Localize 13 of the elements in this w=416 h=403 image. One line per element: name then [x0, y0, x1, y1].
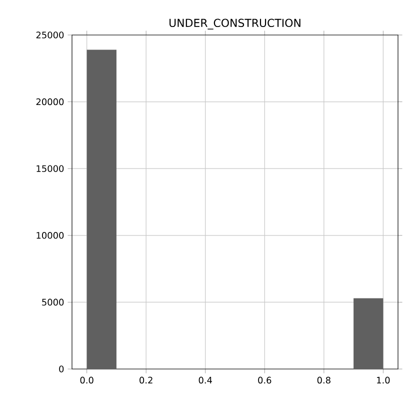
y-tick-label: 20000: [36, 98, 64, 106]
y-tick-label: 0: [59, 366, 64, 372]
x-tick-label: 0.4: [198, 376, 212, 384]
y-tick-label: 5000: [42, 298, 64, 306]
chart-title: UNDER_CONSTRUCTION: [170, 18, 300, 30]
x-tick-label: 0.8: [317, 376, 330, 384]
y-tick-label: 25000: [36, 32, 64, 38]
x-tick-label: 0.6: [258, 376, 272, 384]
x-tick-label: 0.2: [140, 376, 152, 384]
x-tick-label: 1.0: [377, 376, 390, 384]
x-tick-label: 0.0: [80, 376, 94, 384]
y-tick-label: 10000: [36, 232, 64, 239]
y-tick-label: 15000: [36, 165, 64, 172]
